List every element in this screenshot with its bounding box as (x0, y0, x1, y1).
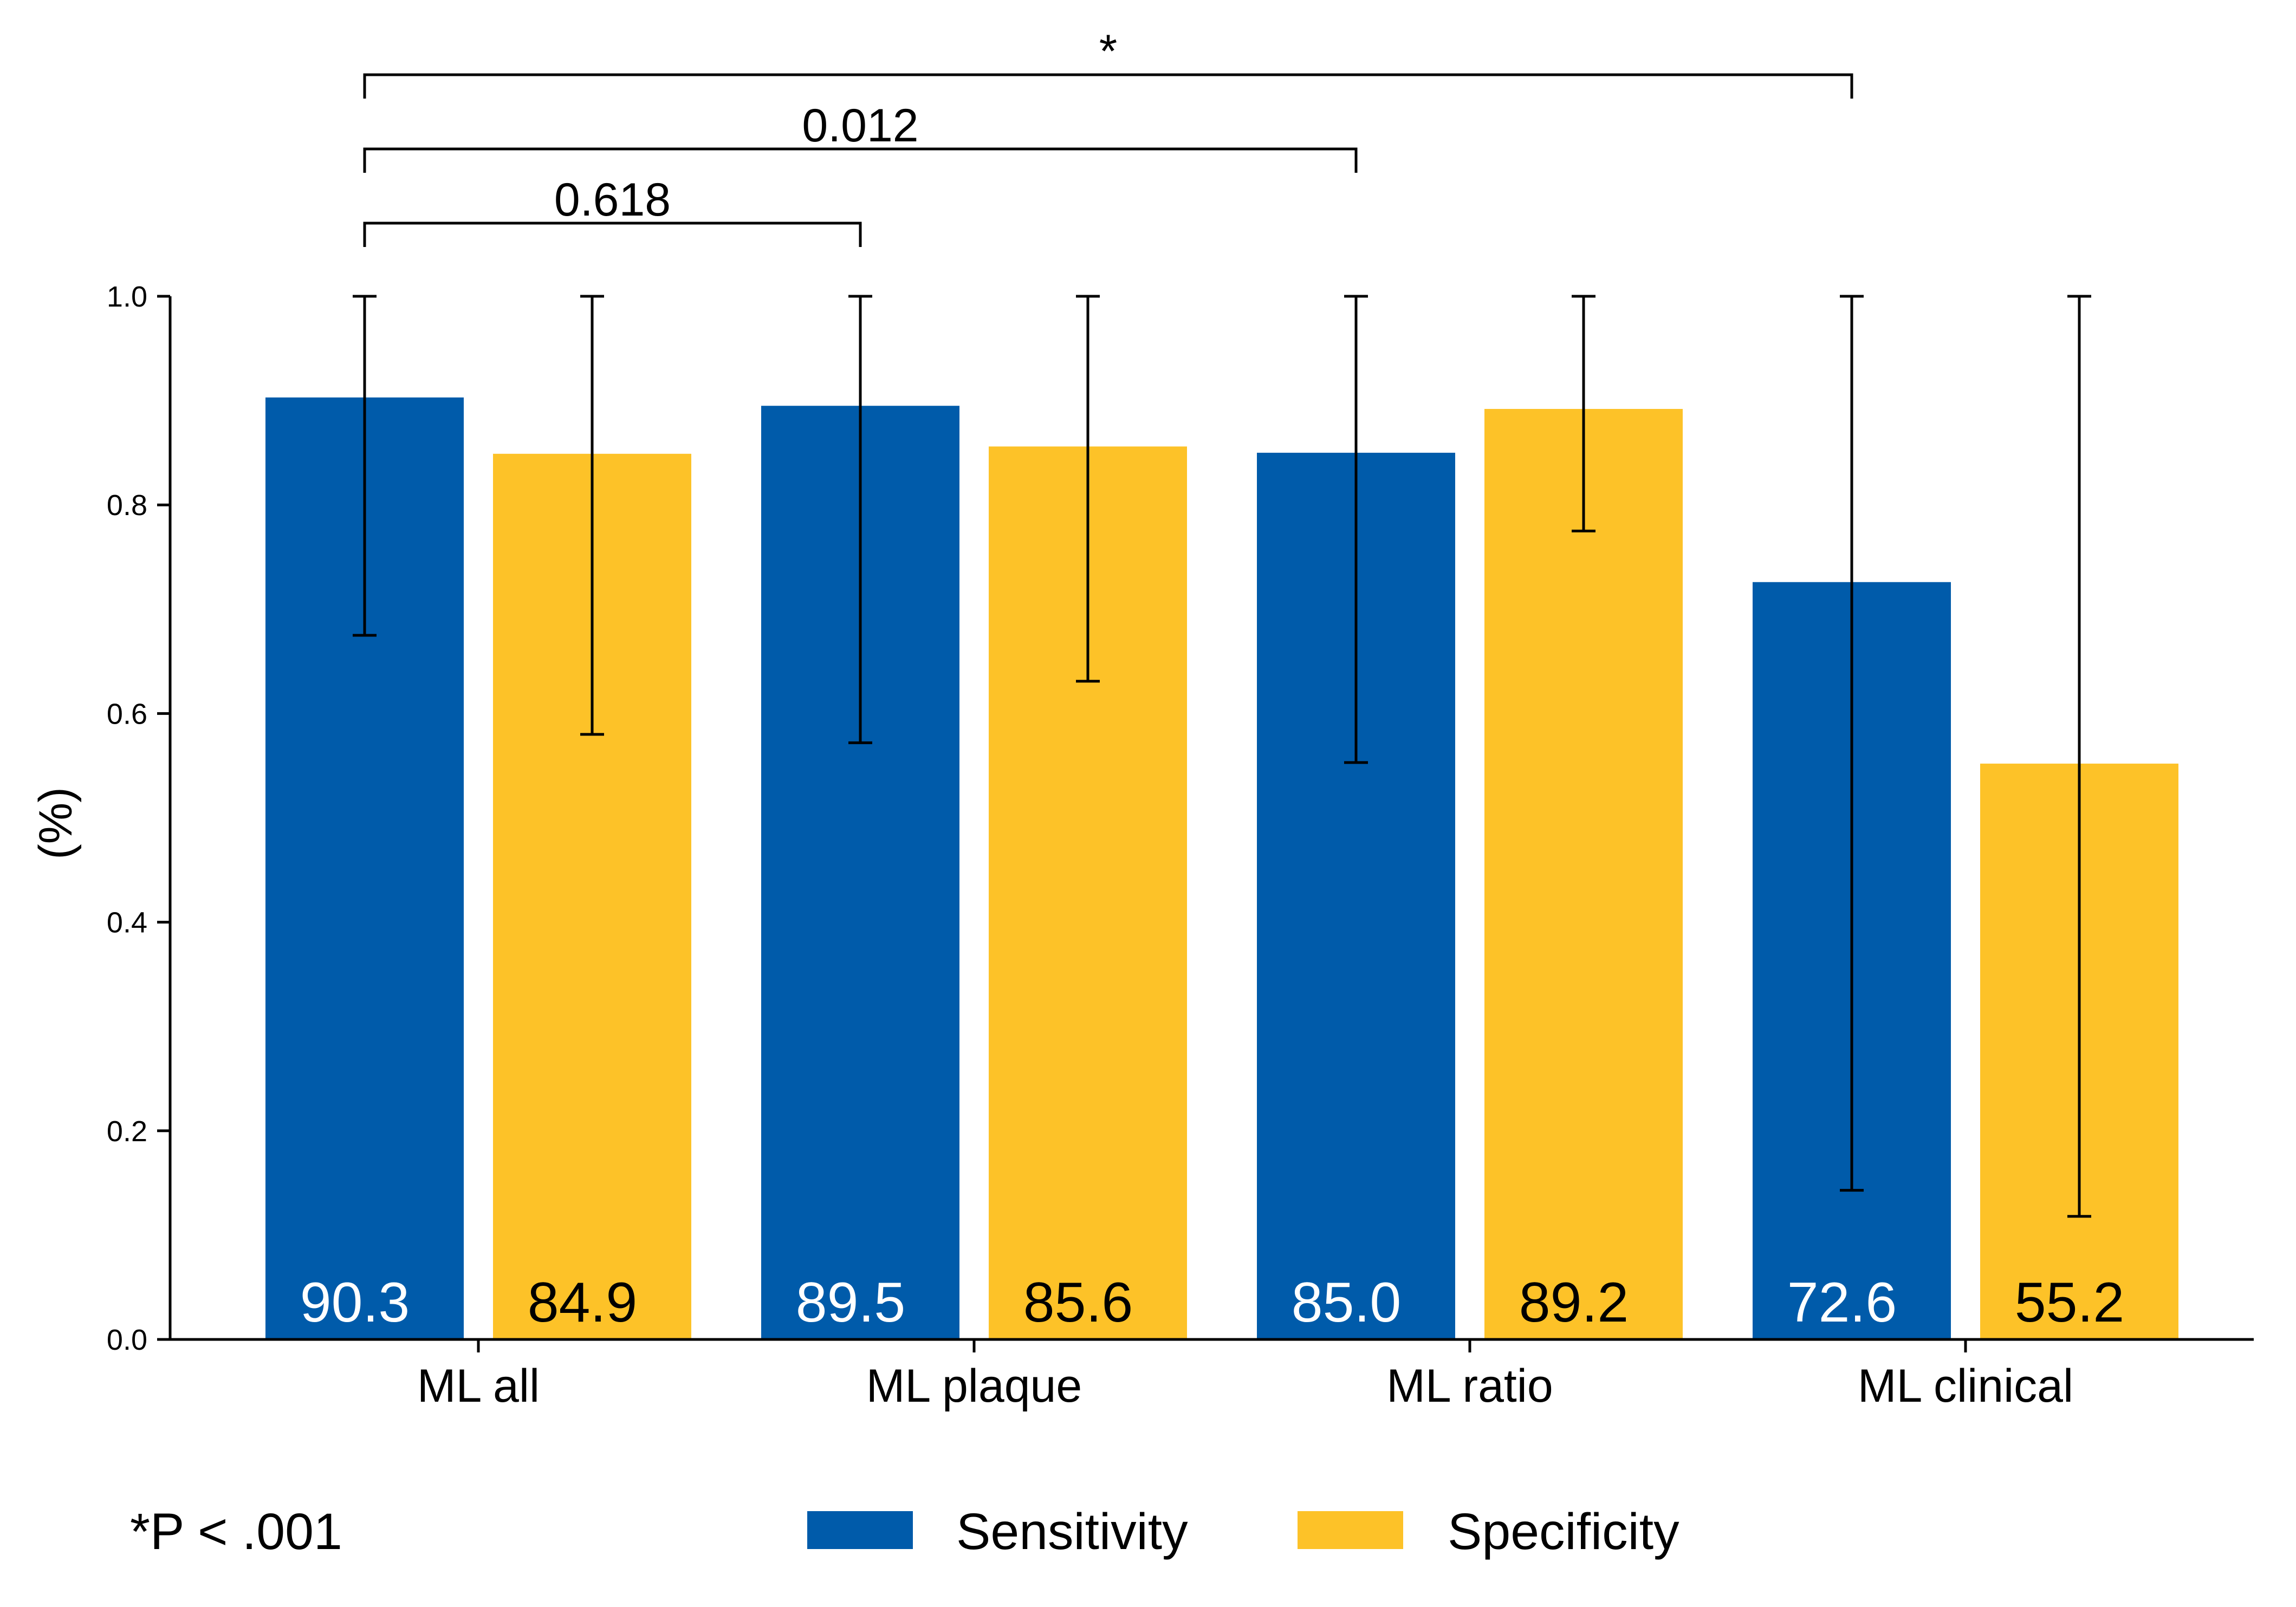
bar-value-label: 72.6 (1787, 1271, 1897, 1334)
legend: Sensitivity Specificity (807, 1503, 1679, 1560)
x-ticks: ML all ML plaque ML ratio ML clinical (417, 1339, 2073, 1412)
significance-label: 0.012 (802, 100, 918, 152)
bars-group (265, 397, 2178, 1340)
bar-value-label: 55.2 (2015, 1271, 2124, 1334)
bar-value-label: 85.0 (1292, 1271, 1401, 1334)
bar-value-label: 84.9 (528, 1271, 637, 1334)
significance-label: * (1099, 25, 1117, 77)
y-tick-label: 1.0 (107, 281, 147, 313)
x-tick-label: ML all (417, 1360, 540, 1412)
y-tick-label: 0.2 (107, 1115, 147, 1148)
significance-bracket (363, 73, 1853, 99)
legend-swatch-specificity (1298, 1511, 1403, 1549)
y-ticks: 0.0 0.2 0.4 0.6 0.8 1.0 (107, 281, 170, 1356)
axes: 0.0 0.2 0.4 0.6 0.8 1.0 ML all ML plaque ML rat… (30, 281, 2254, 1412)
y-axis-title: (%) (30, 787, 82, 860)
bar-value-label: 89.5 (796, 1271, 905, 1334)
bar-value-labels: 90.3 89.5 85.0 72.6 84.9 85.6 89.2 55.2 (300, 1271, 2124, 1334)
footnote: *P < .001 (130, 1503, 342, 1560)
x-tick-label: ML ratio (1386, 1360, 1553, 1412)
bar-value-label: 90.3 (300, 1271, 410, 1334)
x-tick-label: ML clinical (1858, 1360, 2073, 1412)
legend-swatch-sensitivity (807, 1511, 913, 1549)
y-tick-label: 0.0 (107, 1324, 147, 1356)
significance-bracket (363, 147, 1358, 173)
bar-value-label: 85.6 (1023, 1271, 1133, 1334)
significance-bracket (363, 222, 862, 247)
legend-label-specificity: Specificity (1448, 1503, 1679, 1560)
y-tick-label: 0.6 (107, 698, 147, 730)
y-tick-label: 0.8 (107, 489, 147, 522)
legend-label-sensitivity: Sensitivity (956, 1503, 1188, 1560)
bar-specificity (1484, 409, 1683, 1339)
significance-label: 0.618 (554, 174, 671, 226)
error-bars-group (353, 295, 2091, 1218)
x-tick-label: ML plaque (866, 1360, 1082, 1412)
significance-brackets: 0.618 0.012 * (363, 25, 1853, 247)
y-tick-label: 0.4 (107, 907, 147, 939)
bar-value-label: 89.2 (1519, 1271, 1629, 1334)
